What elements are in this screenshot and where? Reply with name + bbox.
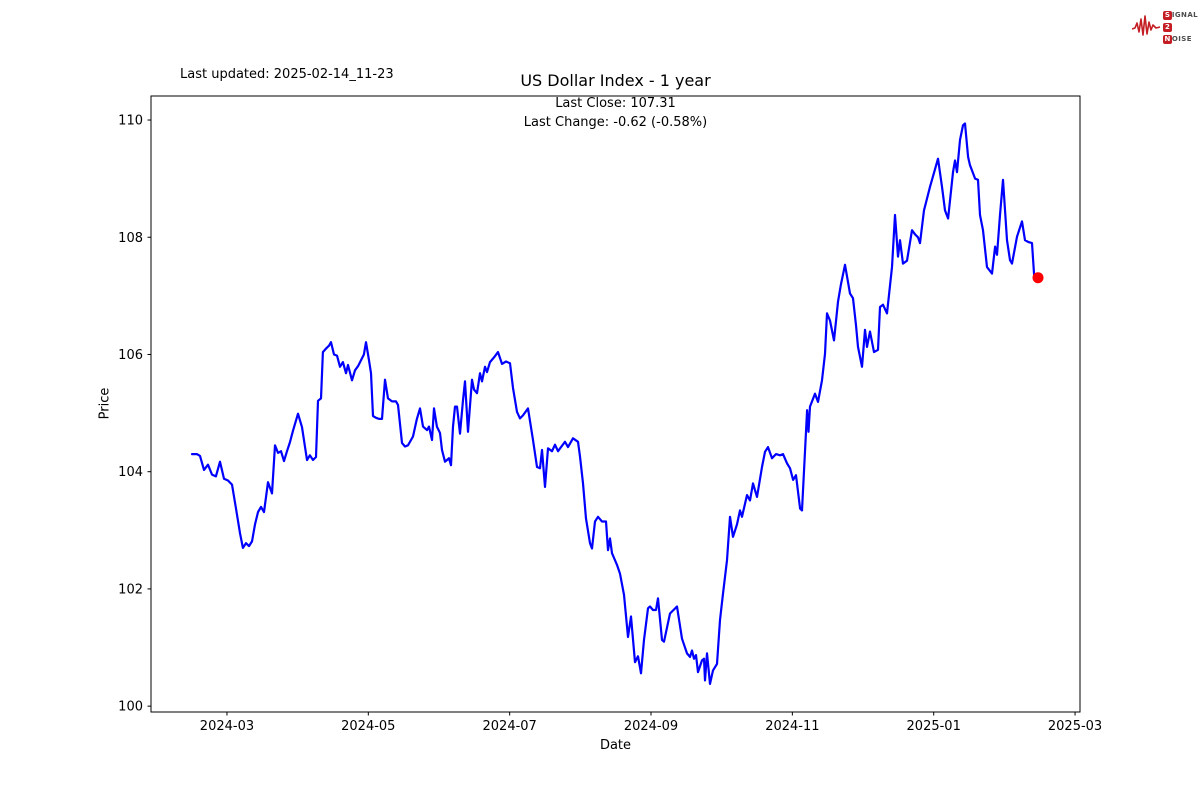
- waveform-icon: [1132, 15, 1161, 36]
- y-tick-label: 102: [118, 582, 143, 597]
- y-tick-label: 100: [118, 700, 143, 715]
- logo-letter-s: S: [1162, 10, 1172, 20]
- y-tick-label: 110: [118, 114, 143, 129]
- x-tick-label: 2024-11: [765, 719, 819, 734]
- x-tick-label: 2025-03: [1048, 719, 1102, 734]
- x-tick-label: 2024-05: [341, 719, 395, 734]
- plot-area-border: [150, 95, 1081, 713]
- last-price-marker: [1032, 272, 1044, 284]
- x-tick-label: 2025-01: [907, 719, 961, 734]
- x-tick-label: 2024-03: [200, 719, 254, 734]
- y-tick-label: 106: [118, 348, 143, 363]
- y-tick-label: 108: [118, 231, 143, 246]
- logo-letter-2: 2: [1162, 22, 1172, 32]
- y-tick-label: 104: [118, 465, 143, 480]
- x-tick-label: 2024-09: [624, 719, 678, 734]
- last-close-text: Last Close: 107.31: [555, 96, 676, 111]
- signal2noise-logo: S IGNAL 2 N OISE: [1132, 5, 1198, 49]
- chart-title: US Dollar Index - 1 year: [520, 71, 711, 90]
- last-change-text: Last Change: -0.62 (-0.58%): [523, 115, 708, 130]
- logo-row-signal: S IGNAL: [1162, 10, 1198, 20]
- x-axis-label: Date: [599, 738, 632, 753]
- logo-letter-n: N: [1162, 34, 1172, 44]
- price-line: [190, 122, 1040, 686]
- logo-row-2: 2: [1162, 22, 1198, 32]
- last-updated-text: Last updated: 2025-02-14_11-23: [180, 67, 394, 82]
- x-tick-label: 2024-07: [483, 719, 537, 734]
- logo-text: S IGNAL 2 N OISE: [1162, 10, 1198, 44]
- logo-row-noise: N OISE: [1162, 34, 1192, 44]
